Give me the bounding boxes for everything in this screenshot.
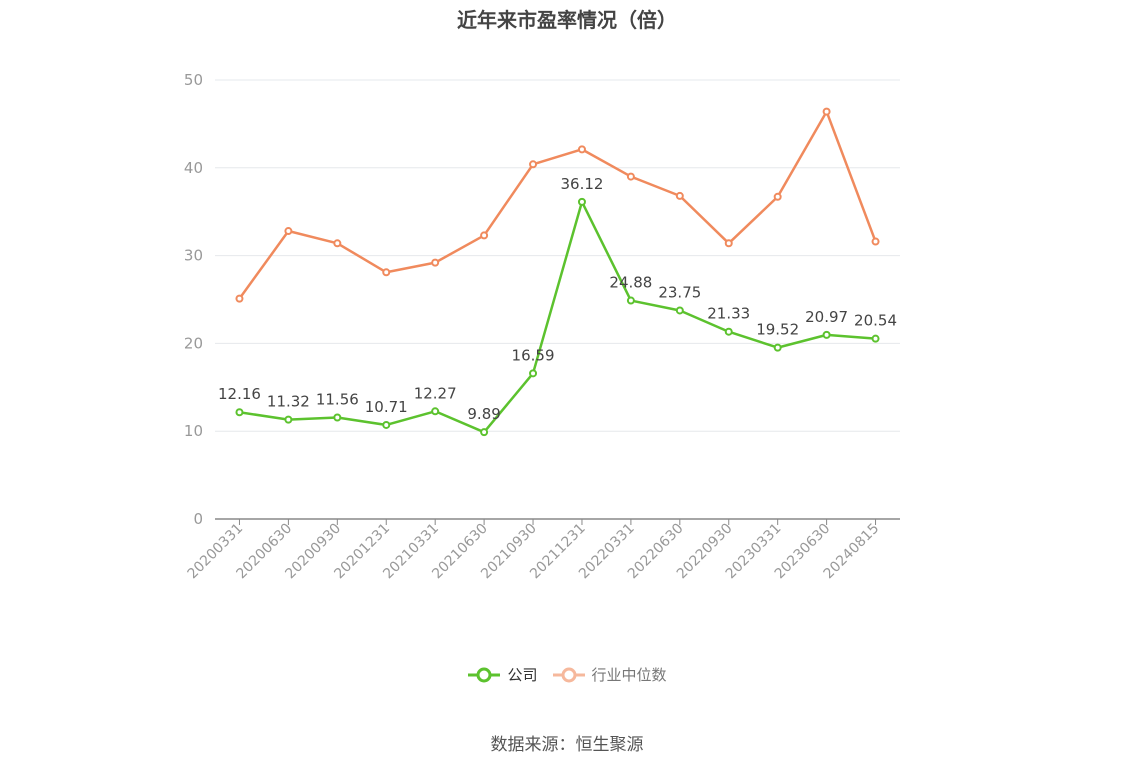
- series-layer: [235, 107, 880, 437]
- data-point-company[interactable]: [333, 413, 342, 422]
- data-label-company: 11.56: [316, 391, 359, 409]
- data-point-company[interactable]: [382, 420, 391, 429]
- data-point-company[interactable]: [871, 334, 880, 343]
- data-point-industry[interactable]: [675, 191, 684, 200]
- data-label-company: 10.71: [365, 398, 408, 416]
- line-chart: 0102030405020200331202006302020093020201…: [184, 71, 900, 582]
- data-point-industry[interactable]: [235, 294, 244, 303]
- legend-industry-line-icon: [552, 667, 585, 682]
- data-label-company: 12.27: [414, 384, 457, 402]
- y-tick-label: 10: [184, 422, 203, 440]
- data-point-industry[interactable]: [284, 227, 293, 236]
- y-tick-label: 40: [184, 159, 203, 177]
- data-label-company: 9.89: [467, 405, 500, 423]
- data-point-industry[interactable]: [871, 237, 880, 246]
- legend-item-company[interactable]: 公司: [467, 664, 538, 685]
- data-point-industry[interactable]: [382, 268, 391, 277]
- data-point-company[interactable]: [235, 408, 244, 417]
- data-label-company: 20.97: [805, 308, 848, 326]
- source-note: 数据来源：恒生聚源: [490, 735, 644, 755]
- data-label-company: 36.12: [560, 175, 603, 193]
- data-point-industry[interactable]: [822, 107, 831, 116]
- y-tick-label: 20: [184, 334, 203, 352]
- data-label-company: 23.75: [658, 283, 701, 301]
- legend: 公司 行业中位数: [0, 664, 1134, 685]
- data-point-company[interactable]: [724, 327, 733, 336]
- data-point-company[interactable]: [626, 296, 635, 305]
- data-point-company[interactable]: [480, 428, 489, 437]
- data-label-company: 11.32: [267, 393, 310, 411]
- data-point-company[interactable]: [431, 407, 440, 416]
- data-point-industry[interactable]: [431, 258, 440, 267]
- legend-item-industry[interactable]: 行业中位数: [552, 664, 667, 685]
- data-point-industry[interactable]: [480, 231, 489, 240]
- data-point-industry[interactable]: [724, 239, 733, 248]
- data-point-company[interactable]: [773, 343, 782, 352]
- data-label-company: 16.59: [512, 346, 555, 364]
- data-point-industry[interactable]: [577, 145, 586, 154]
- data-point-industry[interactable]: [529, 160, 538, 169]
- y-tick-label: 50: [184, 71, 203, 89]
- data-point-company[interactable]: [822, 330, 831, 339]
- y-tick-label: 30: [184, 247, 203, 265]
- data-label-company: 21.33: [707, 305, 750, 323]
- legend-label-industry: 行业中位数: [591, 666, 667, 684]
- data-point-company[interactable]: [529, 369, 538, 378]
- data-point-company[interactable]: [284, 415, 293, 424]
- grid-layer: [215, 79, 900, 432]
- data-point-company[interactable]: [675, 306, 684, 315]
- data-point-industry[interactable]: [773, 192, 782, 201]
- data-point-company[interactable]: [577, 197, 586, 206]
- data-point-industry[interactable]: [333, 239, 342, 248]
- legend-company-line-icon: [468, 667, 501, 682]
- legend-label-company: 公司: [507, 666, 538, 684]
- series-line-company: [239, 200, 876, 434]
- label-layer: 12.16 11.32 11.56 10.71 12.27 9.89 16.59 36.12 2…: [218, 175, 897, 423]
- data-label-company: 24.88: [609, 274, 652, 292]
- chart-title: 近年来市盈率情况（倍）: [457, 8, 677, 32]
- data-label-company: 12.16: [218, 385, 261, 403]
- series-line-industry: [238, 110, 877, 300]
- data-label-company: 20.54: [854, 312, 897, 330]
- y-tick-label: 0: [193, 510, 203, 528]
- data-label-company: 19.52: [756, 321, 799, 339]
- data-point-industry[interactable]: [626, 172, 635, 181]
